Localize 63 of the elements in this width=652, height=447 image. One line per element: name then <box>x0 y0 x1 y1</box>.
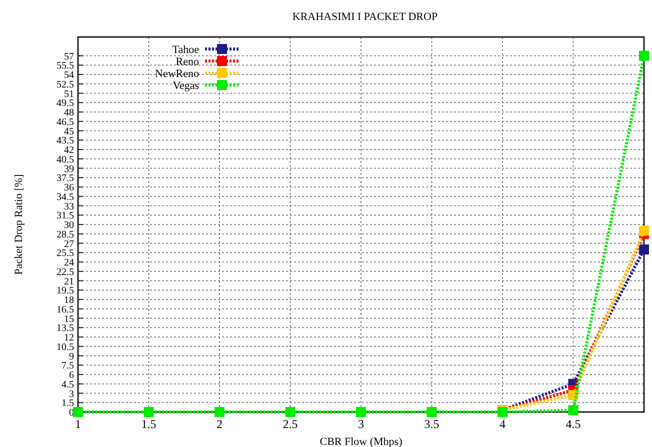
x-tick-label: 1 <box>75 417 81 431</box>
y-tick-label: 22.5 <box>56 266 74 278</box>
y-tick-label: 15 <box>64 314 74 325</box>
point <box>568 405 578 416</box>
y-tick-label: 49.5 <box>56 98 74 110</box>
x-tick-label: 3.5 <box>424 417 440 431</box>
point <box>73 407 83 417</box>
y-tick-label: 48 <box>64 108 74 118</box>
y-tick-label: 3 <box>69 388 74 400</box>
y-tick-label: 28.5 <box>56 229 74 240</box>
point <box>639 50 649 61</box>
legend-label: Tahoe <box>172 44 200 56</box>
y-tick-label: 34.5 <box>56 192 74 203</box>
point <box>639 226 649 236</box>
y-tick-label: 30 <box>64 220 74 231</box>
y-tick-label: 46.5 <box>56 116 74 128</box>
y-axis-title: Packet Drop Ratio [%] <box>13 174 25 275</box>
y-tick-label: 54 <box>64 70 74 81</box>
legend-label: Vegas <box>172 80 199 92</box>
y-tick-label: 9 <box>69 351 74 362</box>
y-tick-label: 43.5 <box>56 136 74 147</box>
y-tick-label: 19.5 <box>56 286 74 297</box>
y-tick-label: 51 <box>64 88 74 100</box>
y-tick-label: 27 <box>64 238 74 250</box>
y-tick-label: 16.5 <box>56 304 74 316</box>
chart-title: KRAHASIMI I PACKET DROP <box>292 11 438 23</box>
y-tick-label: 18 <box>64 295 74 306</box>
point <box>356 407 366 417</box>
y-tick-label: 52.5 <box>56 79 74 90</box>
legend-label: NewReno <box>155 68 200 80</box>
y-tick-label: 39 <box>64 164 74 175</box>
y-tick-label: 25.5 <box>56 248 74 260</box>
x-tick-label: 4 <box>500 417 506 431</box>
x-tick-label: 4.5 <box>566 417 581 431</box>
y-tick-label: 31.5 <box>56 210 74 222</box>
y-tick-label: 1.5 <box>62 398 74 410</box>
y-tick-label: 37.5 <box>56 173 74 184</box>
y-tick-label: 40.5 <box>56 154 74 166</box>
y-tick-label: 57 <box>64 51 74 62</box>
y-tick-label: 42 <box>64 145 74 156</box>
legend-label: Reno <box>176 56 200 68</box>
y-tick-label: 6 <box>69 370 74 381</box>
point <box>144 407 154 417</box>
x-tick-label: 3 <box>358 417 364 431</box>
point <box>426 407 437 417</box>
y-tick-label: 21 <box>64 276 74 288</box>
x-axis-title: CBR Flow (Mbps) <box>320 436 403 447</box>
point <box>214 407 224 417</box>
y-tick-label: 45 <box>64 126 74 138</box>
x-tick-label: 1.5 <box>141 417 156 431</box>
x-tick-label: 2 <box>216 417 222 431</box>
y-tick-label: 7.5 <box>62 360 74 372</box>
y-tick-label: 55.5 <box>56 60 74 72</box>
x-tick-label: 2.5 <box>282 417 298 431</box>
y-tick-label: 4.5 <box>62 379 74 390</box>
y-tick-label: 33 <box>64 201 74 212</box>
y-tick-label: 24 <box>64 258 74 268</box>
y-tick-label: 13.5 <box>56 323 74 334</box>
y-tick-label: 36 <box>64 182 74 194</box>
y-tick-label: 10.5 <box>56 342 74 353</box>
y-tick-label: 12 <box>64 332 74 344</box>
point <box>285 407 296 417</box>
point <box>639 244 649 254</box>
